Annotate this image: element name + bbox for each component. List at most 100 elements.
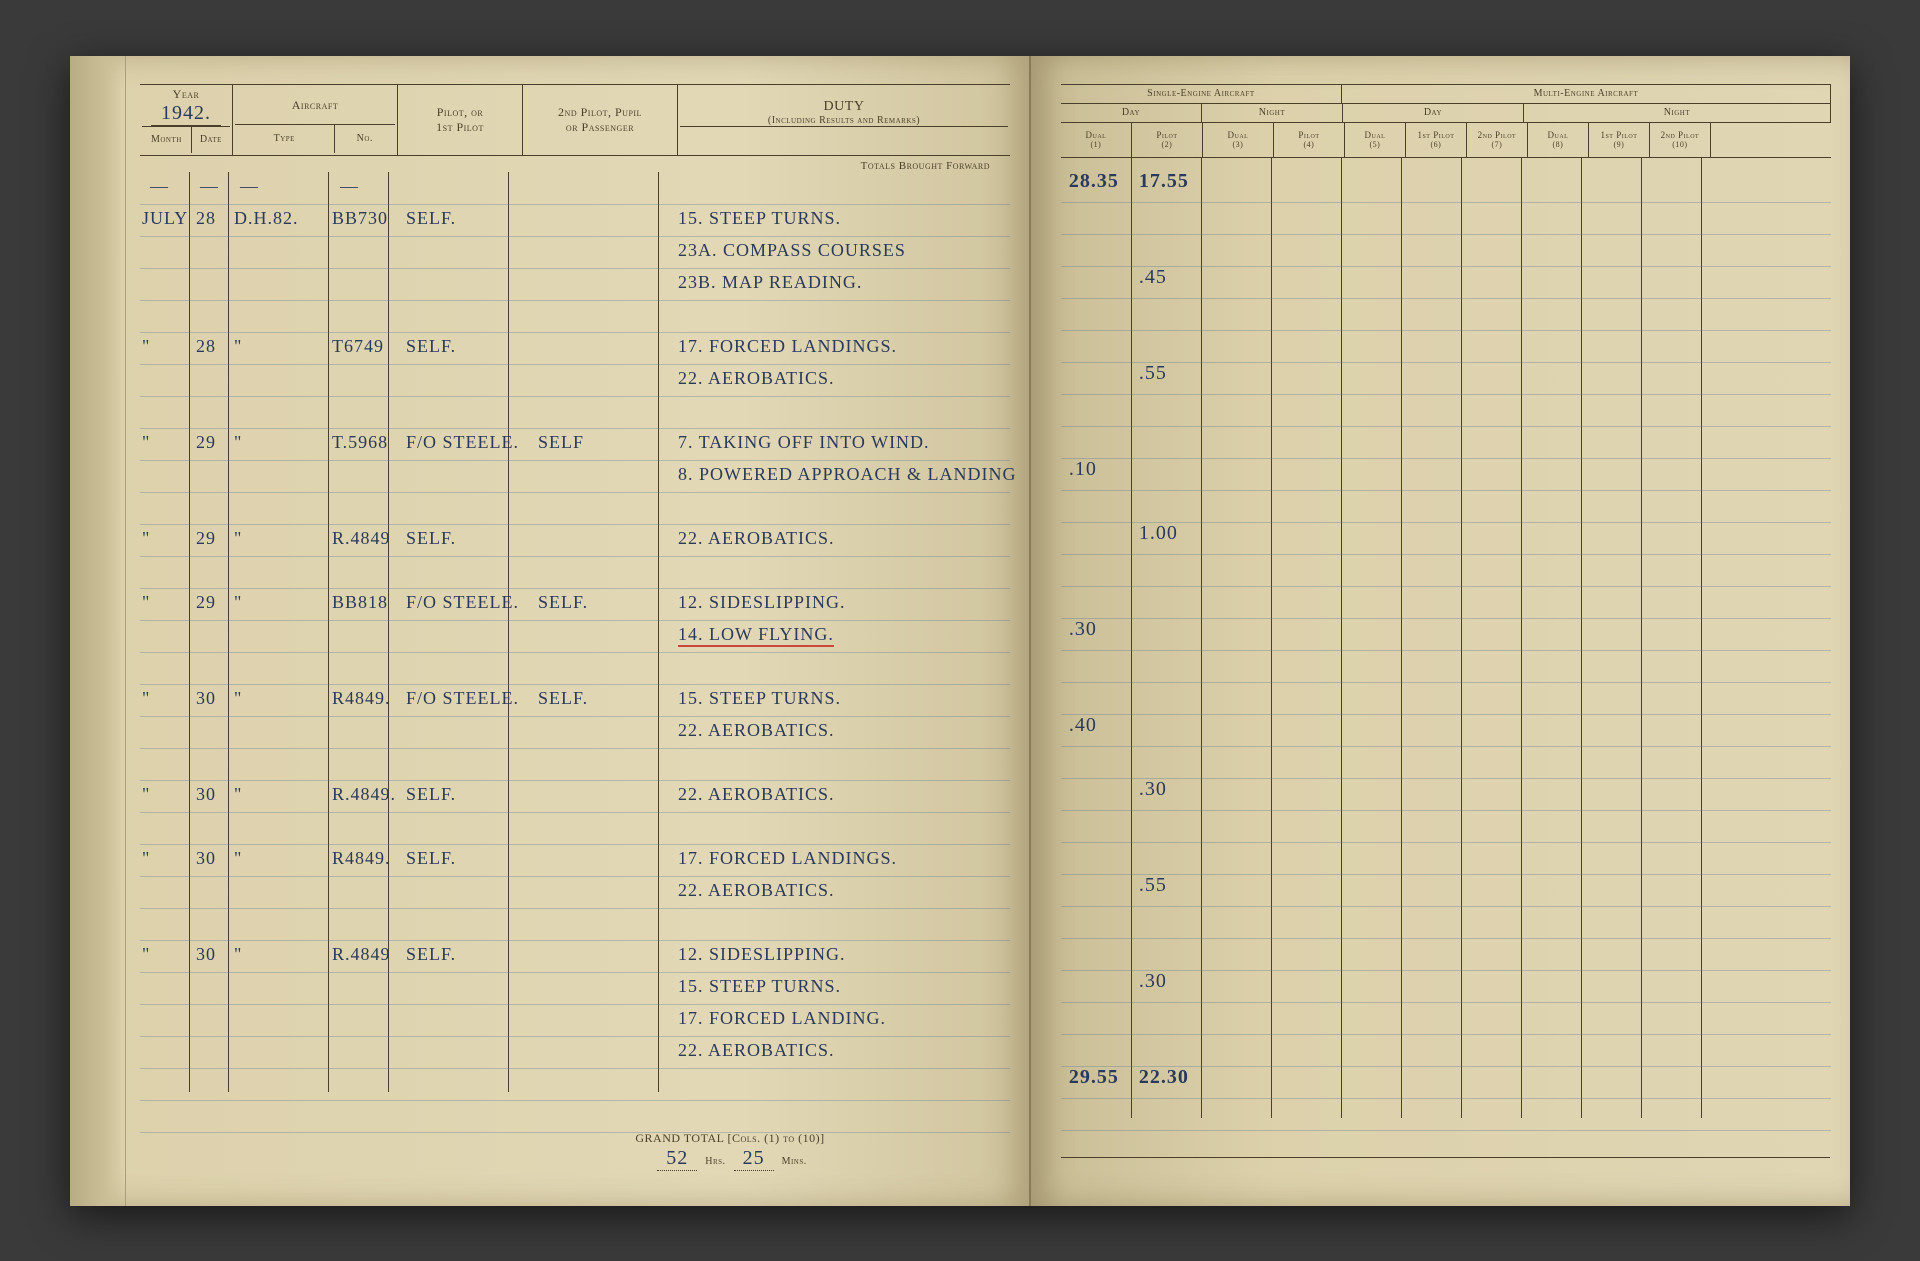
night-2: Night <box>1524 104 1831 122</box>
log-date: 29 <box>196 528 216 549</box>
log-no: R4849. <box>332 688 391 709</box>
totals-brought-fwd: Totals Brought Forward <box>140 156 1010 172</box>
log-pilot: SELF. <box>406 944 456 965</box>
second-label-2: or Passenger <box>566 120 634 135</box>
log-duty: 15. STEEP TURNS. <box>678 688 841 709</box>
time-value: .30 <box>1139 778 1167 801</box>
log-duty: 22. AEROBATICS. <box>678 1040 835 1061</box>
grand-total-label: GRAND TOTAL [Cols. (1) to (10)] <box>635 1131 824 1145</box>
log-month: " <box>142 528 150 549</box>
se-label: Single-Engine Aircraft <box>1061 85 1342 103</box>
log-duty: 22. AEROBATICS. <box>678 784 835 805</box>
log-month: " <box>142 848 150 869</box>
log-date: 30 <box>196 944 216 965</box>
log-no: R4849. <box>332 848 391 869</box>
time-value: .30 <box>1139 970 1167 993</box>
time-col-header: Dual(1) <box>1061 123 1132 157</box>
dash-mark: — <box>340 176 359 197</box>
log-type: " <box>234 688 242 709</box>
log-no: BB818 <box>332 592 388 613</box>
second-label-1: 2nd Pilot, Pupil <box>558 105 642 120</box>
log-pilot: SELF. <box>406 528 456 549</box>
log-date: 30 <box>196 848 216 869</box>
time-value: 22.30 <box>1139 1066 1189 1089</box>
log-date: 30 <box>196 784 216 805</box>
time-col-header: 1st Pilot(6) <box>1406 123 1467 157</box>
log-no: R.4849. <box>332 784 396 805</box>
log-duty: 14. LOW FLYING. <box>678 624 834 645</box>
log-duty: 17. FORCED LANDINGS. <box>678 848 897 869</box>
log-pilot: SELF. <box>406 784 456 805</box>
right-header: Single-Engine Aircraft Multi-Engine Airc… <box>1061 84 1831 158</box>
day-2: Day <box>1343 104 1524 122</box>
log-pilot: SELF. <box>406 336 456 357</box>
log-month: " <box>142 592 150 613</box>
log-type: " <box>234 944 242 965</box>
log-month: JULY <box>142 208 188 229</box>
duty-label-1: DUTY <box>824 99 865 115</box>
date-label: Date <box>192 127 230 153</box>
pilot-label-2: 1st Pilot <box>436 120 484 135</box>
year-value: 1942. <box>151 102 221 126</box>
log-type: D.H.82. <box>234 208 299 229</box>
log-date: 28 <box>196 336 216 357</box>
log-duty: 22. AEROBATICS. <box>678 528 835 549</box>
log-no: BB730 <box>332 208 388 229</box>
me-label: Multi-Engine Aircraft <box>1342 85 1831 103</box>
log-pilot: SELF. <box>406 848 456 869</box>
day-1: Day <box>1061 104 1202 122</box>
no-label: No. <box>335 125 395 153</box>
log-duty: 15. STEEP TURNS. <box>678 976 841 997</box>
log-duty: 7. TAKING OFF INTO WIND. <box>678 432 930 453</box>
log-no: T6749 <box>332 336 384 357</box>
aircraft-label: Aircraft <box>292 87 338 124</box>
log-date: 29 <box>196 432 216 453</box>
dash-mark: — <box>200 176 219 197</box>
left-page: Year 1942. Month Date Aircraft Type No. … <box>70 56 1031 1206</box>
time-col-header: 2nd Pilot(7) <box>1467 123 1528 157</box>
log-type: " <box>234 336 242 357</box>
log-duty: 17. FORCED LANDING. <box>678 1008 886 1029</box>
log-duty: 23B. MAP READING. <box>678 272 862 293</box>
log-second: SELF <box>538 432 584 453</box>
time-col-header: Dual(5) <box>1345 123 1406 157</box>
log-no: R.4849 <box>332 528 391 549</box>
time-value: .55 <box>1139 874 1167 897</box>
log-type: " <box>234 592 242 613</box>
hrs-value: 52 <box>657 1147 697 1171</box>
log-type: " <box>234 848 242 869</box>
time-value: .40 <box>1069 714 1097 737</box>
log-pilot: F/O STEELE. <box>406 432 519 453</box>
right-body: 28.3517.55.45.55.101.00.30.40.30.55.3029… <box>1061 158 1831 1118</box>
log-month: " <box>142 336 150 357</box>
logbook: Year 1942. Month Date Aircraft Type No. … <box>70 56 1850 1206</box>
dash-mark: — <box>240 176 259 197</box>
time-value: .10 <box>1069 458 1097 481</box>
log-type: " <box>234 528 242 549</box>
right-footer-rule <box>1061 1157 1830 1158</box>
right-page: Single-Engine Aircraft Multi-Engine Airc… <box>1031 56 1850 1206</box>
mins-value: 25 <box>734 1147 774 1171</box>
log-month: " <box>142 944 150 965</box>
log-no: R.4849 <box>332 944 391 965</box>
time-value: .55 <box>1139 362 1167 385</box>
log-month: " <box>142 784 150 805</box>
left-footer: GRAND TOTAL [Cols. (1) to (10)] 52 Hrs. … <box>470 1129 990 1171</box>
left-body: — — — — JULY 28 D.H.82. BB730 SELF. 15. STEEP TUR… <box>140 172 1010 1092</box>
pilot-label-1: Pilot, or <box>437 105 484 120</box>
time-col-header: 2nd Pilot(10) <box>1650 123 1711 157</box>
log-duty: 17. FORCED LANDINGS. <box>678 336 897 357</box>
time-value: .30 <box>1069 618 1097 641</box>
type-label: Type <box>235 125 335 153</box>
log-type: " <box>234 784 242 805</box>
time-value: .45 <box>1139 266 1167 289</box>
time-value: 29.55 <box>1069 1066 1119 1089</box>
log-date: 30 <box>196 688 216 709</box>
log-type: " <box>234 432 242 453</box>
time-col-header: Dual(8) <box>1528 123 1589 157</box>
log-date: 29 <box>196 592 216 613</box>
log-duty: 12. SIDESLIPPING. <box>678 944 846 965</box>
duty-label-2: (Including Results and Remarks) <box>768 115 920 126</box>
log-date: 28 <box>196 208 216 229</box>
dash-mark: — <box>150 176 169 197</box>
